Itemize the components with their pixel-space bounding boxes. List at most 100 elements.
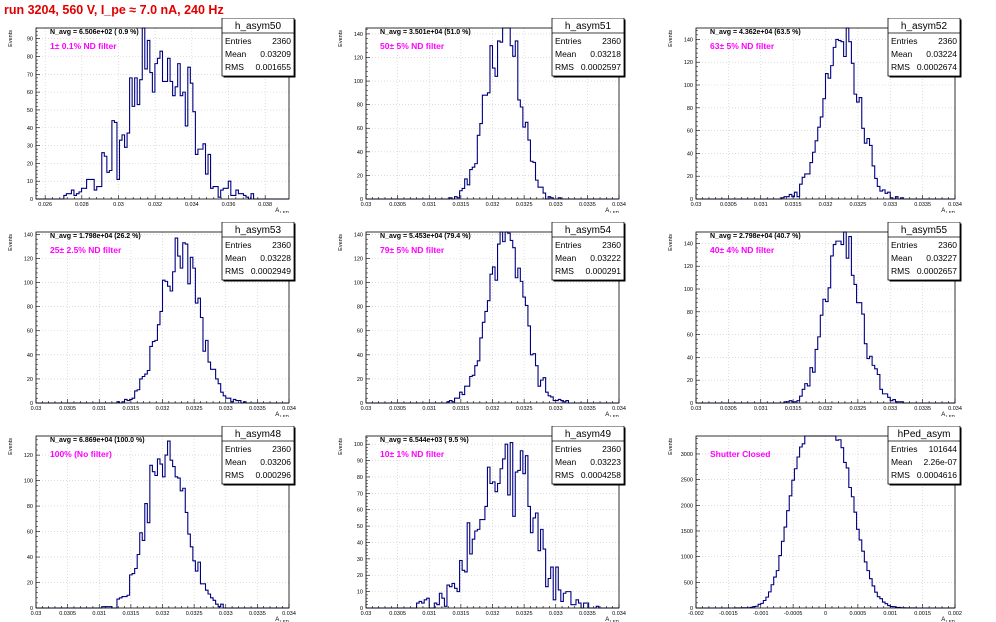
- x-tick-label: 0.03: [31, 406, 42, 412]
- stats-rms-value: 0.0002949: [251, 266, 291, 276]
- x-axis-label: ALED: [275, 412, 290, 417]
- y-tick-label: 100: [354, 79, 363, 85]
- x-tick-label: 0.034: [282, 406, 296, 412]
- x-tick-label: 0.033: [883, 406, 897, 412]
- x-tick-label: 0.03: [361, 202, 372, 208]
- x-tick-label: -0.0005: [784, 611, 803, 617]
- y-tick-label: 60: [357, 329, 363, 335]
- x-tick-label: 0.03: [361, 406, 372, 412]
- stats-mean-value: 0.03209: [260, 49, 291, 59]
- x-tick-label: 0.0325: [516, 202, 533, 208]
- x-tick-label: 0.0305: [59, 611, 76, 617]
- y-tick-label: 100: [684, 83, 693, 89]
- x-tick-label: 0.031: [754, 406, 768, 412]
- y-tick-label: 120: [684, 264, 693, 270]
- y-tick-label: 20: [357, 173, 363, 179]
- y-tick-label: 3000: [681, 452, 693, 458]
- x-tick-label: 0.0335: [914, 406, 931, 412]
- x-tick-label: 0.0315: [785, 202, 802, 208]
- x-tick-label: 0.033: [549, 611, 563, 617]
- stats-mean-label: Mean: [891, 49, 913, 59]
- x-tick-label: 0.034: [612, 202, 626, 208]
- x-tick-label: 0.0305: [389, 202, 406, 208]
- x-axis-label: ALED: [941, 412, 956, 417]
- y-tick-label: 140: [24, 232, 33, 238]
- x-tick-label: 0.001: [883, 611, 897, 617]
- x-tick-label: 0: [824, 611, 827, 617]
- x-tick-label: 0.034: [948, 406, 962, 412]
- x-tick-label: 0.031: [754, 202, 768, 208]
- x-tick-label: -0.001: [753, 611, 769, 617]
- stats-entries-label: Entries: [225, 240, 251, 250]
- figure-title: run 3204, 560 V, I_pe ≈ 7.0 nA, 240 Hz: [4, 3, 224, 17]
- x-tick-label: 0.032: [486, 611, 500, 617]
- y-axis-label: Events: [8, 438, 14, 455]
- stats-entries-label: Entries: [225, 444, 251, 454]
- stats-entries-value: 101644: [929, 444, 958, 454]
- x-tick-label: 0.031: [92, 406, 106, 412]
- y-tick-label: 50: [27, 108, 33, 114]
- histogram-h_asym53: 0.03 0.0305 0.031 0.0315 0.032 0.0325 0.033 0.0…: [8, 222, 296, 417]
- x-tick-label: 0.033: [219, 611, 233, 617]
- y-tick-label: 120: [354, 256, 363, 262]
- stats-mean-value: 0.03218: [590, 49, 621, 59]
- x-tick-label: 0.0305: [720, 202, 737, 208]
- stats-mean-label: Mean: [555, 253, 577, 263]
- stats-entries-label: Entries: [555, 444, 581, 454]
- x-tick-label: 0.031: [422, 611, 436, 617]
- y-tick-label: 140: [354, 232, 363, 238]
- x-tick-label: 0.038: [258, 202, 272, 208]
- x-tick-label: 0.034: [948, 202, 962, 208]
- x-tick-label: 0.0325: [186, 406, 203, 412]
- stats-entries-label: Entries: [891, 36, 917, 46]
- grid: [695, 436, 956, 608]
- x-tick-label: 0.032: [156, 611, 170, 617]
- x-tick-label: 0.002: [948, 611, 962, 617]
- stats-rms-label: RMS: [225, 62, 244, 72]
- y-tick-label: 20: [687, 378, 693, 384]
- y-tick-label: 20: [27, 581, 33, 587]
- stats-rms-label: RMS: [891, 266, 910, 276]
- x-tick-label: 0.0335: [579, 202, 596, 208]
- stats-title: h_asym51: [565, 21, 612, 32]
- x-tick-label: 0.0005: [849, 611, 866, 617]
- filter-label: 100% (No filter): [50, 449, 112, 459]
- histogram-h_asym55: 0.03 0.0305 0.031 0.0315 0.032 0.0325 0.033 0.0…: [668, 222, 962, 417]
- filter-label: Shutter Closed: [710, 449, 770, 459]
- stats-mean-value: 0.03224: [926, 49, 957, 59]
- y-tick-label: 140: [684, 241, 693, 247]
- histogram-hPed_asym: -0.002 -0.0015 -0.001 -0.0005 0 0.0005 0.001 0.…: [668, 426, 962, 622]
- x-tick-label: 0.032: [486, 406, 500, 412]
- stats-mean-value: 0.03227: [926, 253, 957, 263]
- y-tick-label: 120: [684, 60, 693, 66]
- filter-label: 79± 5% ND filter: [380, 245, 445, 255]
- y-tick-label: 60: [687, 333, 693, 339]
- navg-label: N_avg = 6.506e+02 ( 0.9 %): [50, 29, 139, 36]
- stats-mean-label: Mean: [891, 253, 913, 263]
- filter-label: 1± 0.1% ND filter: [50, 41, 117, 51]
- stats-box: h_asym49 Entries 2360 Mean 0.03223 RMS 0.00042…: [551, 426, 626, 486]
- stats-rms-value: 0.0004616: [917, 470, 957, 480]
- x-tick-label: 0.03: [691, 406, 702, 412]
- x-tick-label: 0.031: [92, 611, 106, 617]
- x-tick-label: 0.033: [883, 202, 897, 208]
- navg-label: N_avg = 2.798e+04 (40.7 %): [710, 233, 801, 240]
- y-tick-label: 140: [354, 32, 363, 38]
- x-tick-label: 0.0325: [516, 406, 533, 412]
- y-tick-label: 60: [27, 329, 33, 335]
- y-tick-label: 80: [357, 103, 363, 109]
- y-tick-label: 50: [357, 524, 363, 530]
- stats-rms-value: 0.0002597: [581, 62, 621, 72]
- y-tick-label: 20: [27, 377, 33, 383]
- y-tick-label: 2000: [681, 503, 693, 509]
- x-tick-label: 0.032: [819, 202, 833, 208]
- y-tick-label: 80: [357, 305, 363, 311]
- y-tick-label: 0: [360, 606, 363, 612]
- x-tick-label: 0.0305: [59, 406, 76, 412]
- x-axis-label: ALED: [275, 617, 290, 622]
- stats-mean-label: Mean: [555, 49, 577, 59]
- y-axis-label: Events: [338, 438, 344, 455]
- stats-entries-value: 2360: [602, 240, 621, 250]
- y-tick-label: 120: [24, 256, 33, 262]
- y-tick-label: 40: [357, 150, 363, 156]
